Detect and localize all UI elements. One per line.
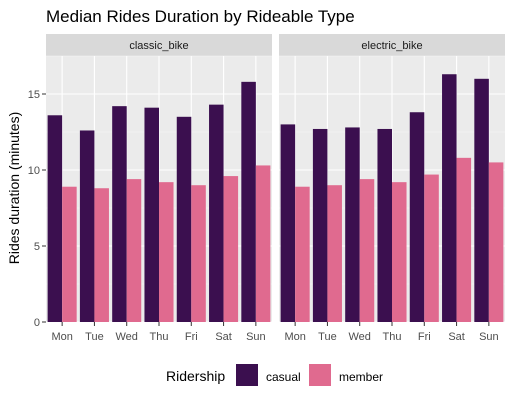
y-tick-label: 10 bbox=[28, 165, 40, 177]
x-tick-label: Tue bbox=[85, 331, 104, 343]
x-tick-label: Sun bbox=[246, 331, 266, 343]
x-tick-label: Fri bbox=[418, 331, 431, 343]
bar-member bbox=[62, 186, 77, 322]
bar-member bbox=[456, 157, 472, 322]
bar-casual bbox=[209, 104, 224, 322]
bar-member bbox=[159, 182, 174, 322]
bar-casual bbox=[280, 124, 296, 323]
x-tick-label: Thu bbox=[383, 331, 402, 343]
legend: Ridership casual member bbox=[166, 364, 383, 386]
x-tick-label: Thu bbox=[150, 331, 169, 343]
x-tick-label: Mon bbox=[51, 331, 72, 343]
bar-casual bbox=[442, 74, 457, 323]
bar-member bbox=[424, 174, 439, 322]
facet-strip bbox=[279, 34, 505, 56]
chart-title: Median Rides Duration by Rideable Type bbox=[46, 7, 355, 26]
facet-strip-label: classic_bike bbox=[129, 40, 188, 52]
bar-casual bbox=[112, 106, 127, 322]
bar-casual bbox=[377, 128, 392, 322]
bar-member bbox=[392, 182, 407, 322]
facet-panel-classic_bike: classic_bike Mon Tue Wed Thu Fri Sat Sun bbox=[46, 34, 272, 343]
legend-title: Ridership bbox=[166, 368, 225, 384]
bar-casual bbox=[79, 130, 95, 322]
legend-swatch-casual bbox=[236, 364, 258, 386]
bar-member bbox=[488, 162, 504, 322]
bar-member bbox=[327, 185, 342, 322]
bar-member bbox=[94, 188, 109, 322]
bar-casual bbox=[176, 116, 192, 322]
bar-casual bbox=[474, 78, 489, 322]
x-tick-label: Wed bbox=[349, 331, 371, 343]
x-tick-label: Wed bbox=[116, 331, 138, 343]
bar-member bbox=[295, 186, 310, 322]
bar-member bbox=[359, 179, 375, 322]
facet-strip-label: electric_bike bbox=[361, 40, 422, 52]
bar-member bbox=[223, 176, 239, 322]
bar-casual bbox=[345, 127, 360, 322]
legend-label-member: member bbox=[339, 370, 383, 384]
x-tick-label: Sat bbox=[215, 331, 232, 343]
bar-casual bbox=[47, 115, 63, 322]
x-tick-label: Sat bbox=[448, 331, 465, 343]
facet-strip bbox=[46, 34, 272, 56]
y-tick-label: 0 bbox=[34, 317, 40, 329]
bar-casual bbox=[241, 81, 256, 322]
x-tick-label: Tue bbox=[318, 331, 337, 343]
bar-member bbox=[191, 185, 206, 322]
bar-casual bbox=[312, 128, 328, 322]
facet-panel-electric_bike: electric_bike Mon Tue Wed Thu Fri Sat Sun bbox=[279, 34, 505, 343]
y-tick-label: 15 bbox=[28, 89, 40, 101]
bar-casual bbox=[144, 107, 159, 323]
bar-member bbox=[255, 165, 271, 322]
x-tick-label: Mon bbox=[284, 331, 305, 343]
x-tick-label: Fri bbox=[185, 331, 198, 343]
x-tick-label: Sun bbox=[479, 331, 499, 343]
legend-label-casual: casual bbox=[266, 370, 301, 384]
y-tick-label: 5 bbox=[34, 241, 40, 253]
bar-casual bbox=[409, 112, 425, 323]
legend-swatch-member bbox=[309, 364, 331, 386]
y-axis-title: Rides duration (minutes) bbox=[6, 112, 22, 265]
bar-member bbox=[126, 179, 142, 322]
